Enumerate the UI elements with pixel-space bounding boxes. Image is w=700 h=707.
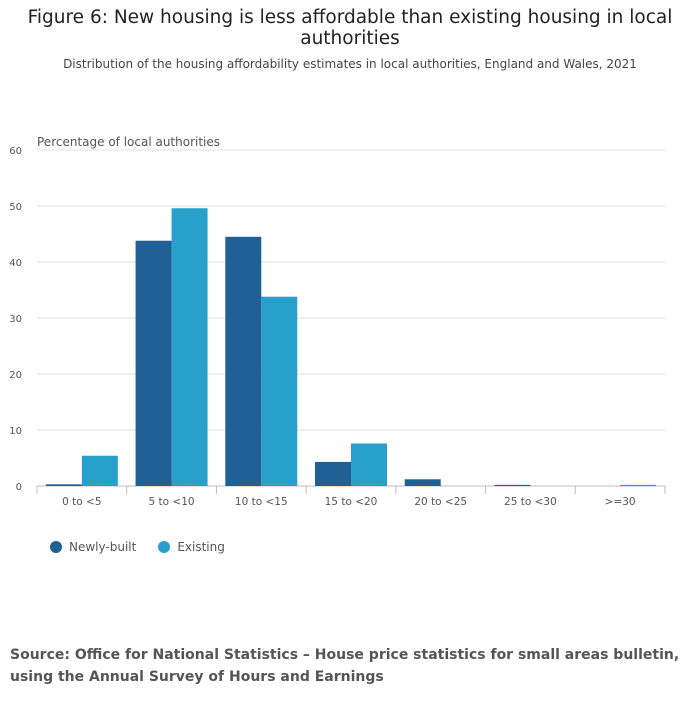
x-tick-label: 5 to <10	[149, 496, 195, 508]
y-tick-label: 0	[16, 482, 22, 493]
legend-item-newly-built[interactable]: Newly-built	[50, 540, 136, 554]
bar-newly-built-2	[225, 236, 262, 486]
legend-label-existing: Existing	[177, 540, 225, 554]
bar-newly-built-3	[315, 461, 351, 486]
x-tick-label: 0 to <5	[62, 496, 101, 508]
y-tick-label: 30	[9, 314, 22, 325]
bar-newly-built-1	[135, 240, 172, 486]
bar-existing-1	[171, 208, 208, 487]
bar-existing-2	[261, 296, 298, 486]
legend-swatch-newly-built	[50, 541, 62, 553]
bar-newly-built-0	[45, 484, 82, 486]
bar-newly-built-4	[404, 479, 441, 486]
y-tick-label: 60	[9, 146, 22, 157]
y-axis-label: Percentage of local authorities	[37, 135, 221, 149]
x-tick-label: >=30	[605, 496, 636, 508]
y-tick-label: 20	[9, 370, 22, 381]
legend-label-newly-built: Newly-built	[69, 540, 137, 554]
x-tick-label: 25 to <30	[504, 496, 557, 508]
x-tick-label: 15 to <20	[325, 496, 378, 508]
bar-newly-built-5	[494, 484, 531, 486]
y-tick-label: 40	[9, 258, 22, 269]
y-tick-label: 10	[9, 426, 22, 437]
bar-existing-6	[620, 484, 657, 486]
y-tick-label: 50	[9, 202, 22, 213]
legend-swatch-existing	[158, 541, 171, 553]
chart-title: Figure 6: New housing is less affordable…	[27, 7, 673, 49]
legend: Newly-built Existing	[50, 540, 225, 554]
source-note: Source: Office for National Statistics –…	[10, 647, 680, 685]
bar-existing-3	[351, 443, 387, 486]
bar-existing-0	[81, 455, 118, 486]
x-tick-label: 10 to <15	[235, 496, 288, 508]
legend-item-existing[interactable]: Existing	[158, 540, 225, 554]
chart-subtitle: Distribution of the housing affordabilit…	[63, 57, 637, 71]
bar-chart: 0 10 20 30 40 50 60 0 to <5 5 to <10 10 to <15 15 …	[9, 146, 666, 508]
x-tick-label: 20 to <25	[414, 496, 467, 508]
